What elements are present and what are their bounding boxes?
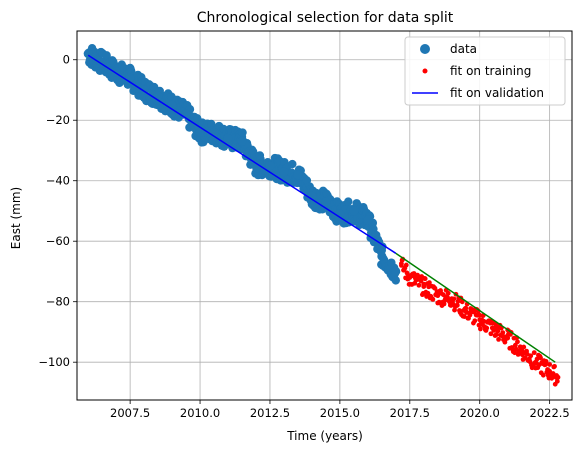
y-tick-label: −40: [46, 174, 70, 188]
data-point: [321, 197, 331, 207]
data-point: [349, 206, 359, 216]
x-tick-label: 2022.5: [530, 406, 570, 420]
legend-label: data: [450, 42, 477, 56]
training-point: [440, 292, 446, 298]
training-point: [515, 339, 520, 345]
data-point: [181, 109, 191, 119]
training-point: [488, 331, 494, 337]
data-point: [279, 167, 289, 177]
chart-title: Chronological selection for data split: [197, 10, 454, 26]
training-point: [454, 302, 460, 308]
training-point: [519, 347, 525, 353]
x-tick-label: 2010.0: [180, 406, 220, 420]
legend: data fit on training fit on validation: [404, 36, 566, 106]
legend-marker-training: [422, 68, 428, 74]
training-point: [435, 293, 441, 299]
data-point: [377, 251, 387, 261]
y-tick-label: 0: [63, 53, 70, 67]
plot-frame: [76, 30, 573, 401]
training-point: [500, 330, 506, 335]
fit-line-green: [395, 252, 556, 363]
training-point: [477, 317, 483, 323]
training-point: [552, 363, 557, 369]
data-point: [391, 266, 401, 276]
data-point: [223, 133, 233, 143]
data-point: [293, 170, 303, 180]
legend-box: [404, 36, 566, 106]
training-point: [459, 299, 465, 305]
training-point: [416, 282, 422, 288]
y-tick-label: −60: [46, 234, 70, 248]
training-point: [554, 378, 560, 384]
training-point: [547, 368, 553, 374]
training-point: [555, 374, 561, 380]
training-point: [463, 308, 469, 314]
training-point: [421, 284, 427, 289]
data-point: [391, 276, 401, 285]
training-point: [407, 275, 413, 280]
data-point: [265, 161, 275, 171]
y-axis-label: East (mm): [9, 187, 23, 249]
training-point: [496, 336, 501, 342]
x-tick-label: 2012.5: [250, 406, 290, 420]
training-point: [531, 350, 537, 356]
legend-label: fit on training: [450, 64, 531, 78]
training-point: [478, 326, 483, 332]
x-tick-label: 2015.0: [320, 406, 360, 420]
training-point: [547, 362, 553, 367]
training-point: [399, 263, 404, 268]
data-point: [207, 119, 216, 129]
data-point: [237, 136, 247, 146]
training-point: [533, 359, 539, 365]
y-tick-label: −80: [46, 295, 70, 309]
y-tick-label: −100: [38, 355, 70, 369]
training-point: [426, 280, 432, 286]
data-point: [238, 128, 247, 137]
x-tick-label: 2020.0: [460, 406, 500, 420]
training-point: [477, 312, 483, 318]
x-axis: 2007.5 2010.0 2012.5 2015.0 2017.5 2020.0 2022…: [110, 400, 570, 420]
training-point: [418, 278, 424, 284]
training-point: [491, 326, 497, 332]
data-point: [167, 100, 177, 110]
training-point: [445, 290, 451, 296]
training-point: [430, 296, 436, 302]
data-point: [344, 197, 353, 206]
plot-area: [83, 44, 561, 387]
data-point: [251, 161, 261, 171]
y-axis: 0 −20 −40 −60 −80 −100: [38, 53, 77, 369]
training-point: [403, 262, 409, 268]
data-point: [378, 242, 387, 251]
training-point: [543, 359, 549, 364]
x-tick-label: 2017.5: [390, 406, 430, 420]
training-point: [484, 325, 490, 331]
training-point: [505, 335, 511, 341]
training-point: [538, 355, 543, 361]
fit-line-blue: [87, 54, 397, 254]
x-tick-label: 2007.5: [110, 406, 150, 420]
data-point: [102, 51, 111, 60]
training-point: [528, 353, 534, 359]
y-tick-label: −20: [46, 113, 70, 127]
data-point: [363, 215, 373, 225]
data-point: [153, 91, 163, 101]
training-point: [425, 290, 431, 296]
training-point: [467, 312, 473, 318]
legend-marker-data: [420, 44, 430, 54]
training-point: [432, 285, 438, 291]
data-point: [288, 159, 297, 169]
data-point: [195, 127, 205, 137]
x-axis-label: Time (years): [286, 429, 363, 443]
legend-label: fit on validation: [450, 86, 544, 100]
training-point: [472, 318, 478, 324]
training-point: [550, 371, 556, 376]
training-point: [540, 372, 546, 378]
training-point: [449, 296, 455, 302]
training-point: [422, 276, 428, 282]
